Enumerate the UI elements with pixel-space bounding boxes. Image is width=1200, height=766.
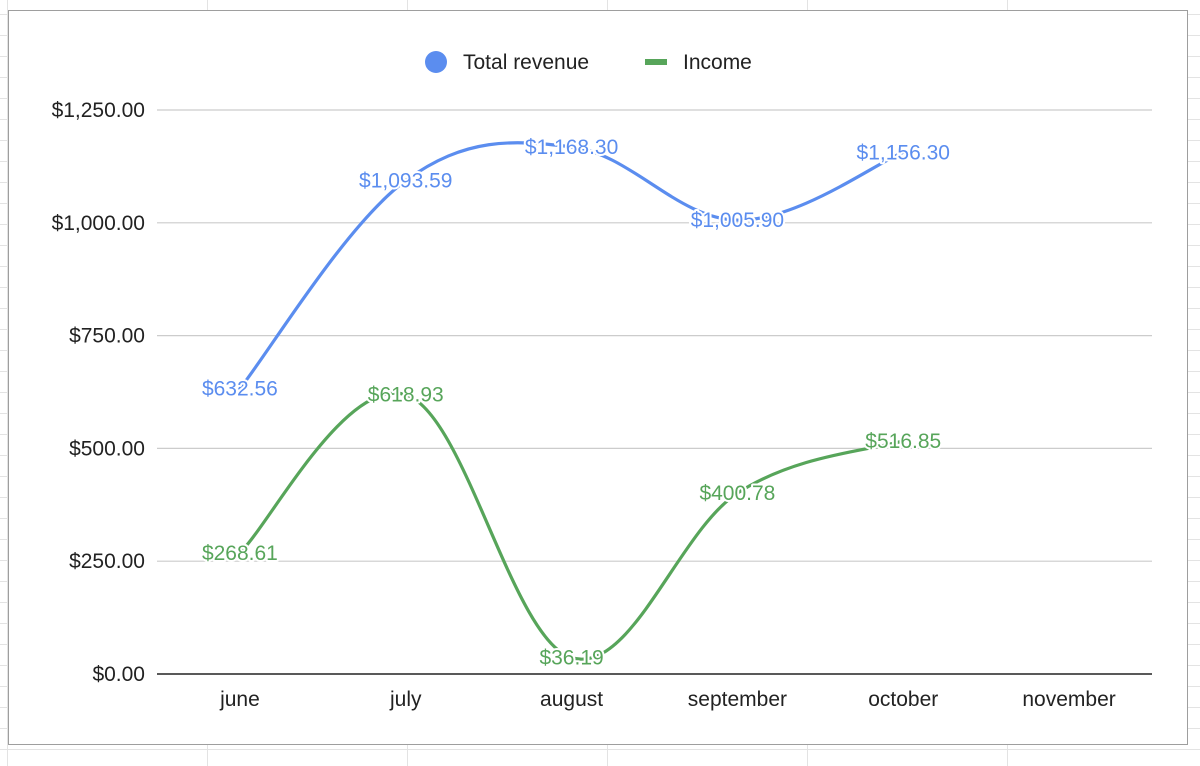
data-label: $268.61	[202, 542, 278, 565]
legend-label: Income	[683, 51, 752, 74]
legend-label: Total revenue	[463, 51, 589, 74]
chart-frame[interactable]	[8, 10, 1188, 745]
legend-item-total-revenue[interactable]: Total revenue	[425, 51, 589, 74]
x-tick-label: july	[389, 688, 422, 711]
y-tick-label: $0.00	[92, 663, 145, 686]
data-label: $1,156.30	[857, 141, 950, 164]
series-line-total-revenue[interactable]	[238, 141, 905, 391]
data-label-halo: $400.78	[699, 482, 775, 505]
data-label-halo: $36.19	[539, 647, 603, 670]
data-label: $1,005.90	[691, 209, 784, 232]
data-label-halo: $516.85	[865, 430, 941, 453]
legend[interactable]: Total revenue Income	[425, 51, 752, 74]
data-label-halo: $632.56	[202, 378, 278, 401]
y-tick-label: $1,250.00	[52, 99, 145, 122]
gridlines	[157, 109, 1152, 675]
series-line-income[interactable]	[238, 391, 905, 661]
data-label-halo: $268.61	[202, 542, 278, 565]
legend-item-income[interactable]: Income	[645, 51, 752, 74]
x-tick-label: october	[868, 688, 938, 711]
data-label-halo: $618.93	[368, 384, 444, 407]
x-tick-label: june	[219, 688, 260, 711]
x-tick-label: november	[1022, 688, 1115, 711]
data-label: $632.56	[202, 378, 278, 401]
data-label: $36.19	[539, 647, 603, 670]
y-tick-label: $1,000.00	[52, 212, 145, 235]
data-label: $1,168.30	[525, 136, 618, 159]
data-label-halo: $1,093.59	[359, 170, 452, 193]
y-tick-label: $750.00	[69, 325, 145, 348]
data-label: $516.85	[865, 430, 941, 453]
data-label: $400.78	[699, 482, 775, 505]
series-lines	[238, 141, 905, 661]
x-axis-ticks: june july august september october november	[219, 688, 1116, 711]
y-axis-ticks: $0.00 $250.00 $500.00 $750.00 $1,000.00 $1,25…	[52, 99, 145, 686]
data-label-halo: $1,005.90	[691, 209, 784, 232]
y-tick-label: $250.00	[69, 550, 145, 573]
data-labels: $632.56$632.56$1,093.59$1,093.59$1,168.3…	[200, 134, 952, 672]
legend-line-icon	[645, 59, 667, 65]
data-label-halo: $1,168.30	[525, 136, 618, 159]
legend-circle-icon	[425, 51, 447, 73]
x-tick-label: september	[688, 688, 787, 711]
data-label-halo: $1,156.30	[857, 141, 950, 164]
data-label: $618.93	[368, 384, 444, 407]
data-label: $1,093.59	[359, 170, 452, 193]
x-tick-label: august	[540, 688, 603, 711]
y-tick-label: $500.00	[69, 437, 145, 460]
